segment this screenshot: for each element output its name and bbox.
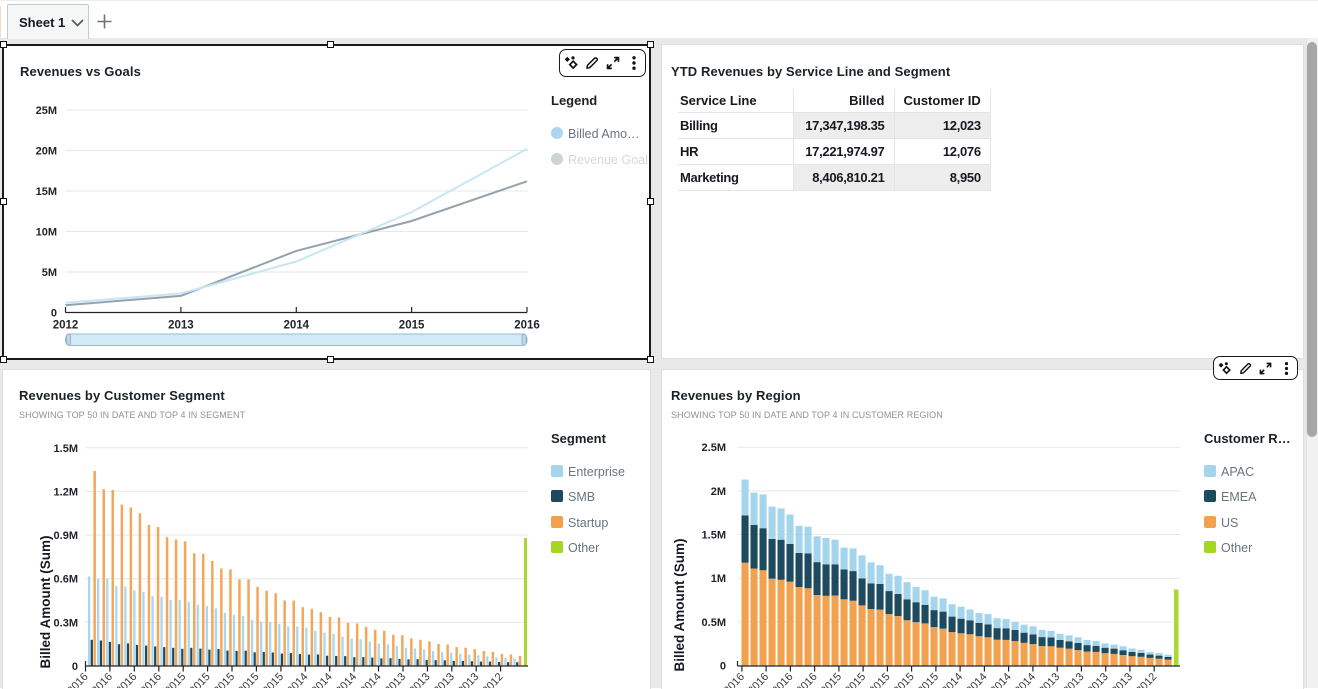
svg-text:0.5M: 0.5M [702,617,726,629]
svg-text:2015: 2015 [819,671,844,688]
svg-text:2016: 2016 [794,671,819,688]
svg-text:1.5M: 1.5M [54,443,78,455]
svg-text:25M: 25M [36,105,57,117]
svg-text:Billed Amount (Sum): Billed Amount (Sum) [672,539,687,672]
svg-text:2016: 2016 [65,671,90,688]
svg-text:0: 0 [51,308,57,320]
svg-text:2014: 2014 [988,671,1013,688]
svg-text:2M: 2M [711,486,726,498]
svg-text:0: 0 [72,661,78,673]
svg-text:10M: 10M [36,227,57,239]
svg-text:2013: 2013 [1085,671,1110,688]
svg-text:1.5M: 1.5M [702,530,726,542]
svg-text:0: 0 [720,661,726,673]
svg-text:2014: 2014 [284,320,310,332]
svg-text:0.3M: 0.3M [54,617,78,629]
svg-text:2016: 2016 [770,671,795,688]
svg-text:2013: 2013 [407,671,432,688]
svg-text:2012: 2012 [480,671,505,688]
svg-text:2014: 2014 [285,671,310,688]
svg-text:2015: 2015 [399,320,425,332]
svg-text:2013: 2013 [168,320,194,332]
svg-text:2013: 2013 [1061,671,1086,688]
svg-text:2015: 2015 [867,671,892,688]
svg-text:1.2M: 1.2M [54,486,78,498]
svg-text:2016: 2016 [722,671,747,688]
svg-text:20M: 20M [36,146,57,158]
svg-text:2014: 2014 [358,671,383,688]
svg-text:2013: 2013 [1110,671,1135,688]
svg-text:2015: 2015 [163,671,188,688]
svg-text:2.5M: 2.5M [702,442,726,454]
svg-text:2013: 2013 [1037,671,1062,688]
svg-text:2013: 2013 [456,671,481,688]
svg-text:15M: 15M [36,186,57,198]
svg-text:2014: 2014 [940,671,965,688]
svg-text:2014: 2014 [1013,671,1038,688]
svg-text:0.6M: 0.6M [54,574,78,586]
svg-text:2015: 2015 [261,671,286,688]
svg-text:2012: 2012 [53,320,79,332]
svg-text:2013: 2013 [432,671,457,688]
svg-text:1M: 1M [711,573,726,585]
svg-text:2016: 2016 [114,671,139,688]
svg-text:2014: 2014 [334,671,359,688]
svg-text:Billed Amount (Sum): Billed Amount (Sum) [38,536,53,669]
svg-text:2014: 2014 [309,671,334,688]
svg-text:2016: 2016 [514,320,540,332]
svg-text:2016: 2016 [139,671,164,688]
svg-text:2014: 2014 [964,671,989,688]
svg-text:2015: 2015 [843,671,868,688]
svg-text:2012: 2012 [1134,671,1159,688]
svg-text:2015: 2015 [187,671,212,688]
svg-text:2015: 2015 [236,671,261,688]
svg-text:2015: 2015 [891,671,916,688]
svg-text:2013: 2013 [383,671,408,688]
svg-text:5M: 5M [42,267,57,279]
svg-text:2016: 2016 [746,671,771,688]
svg-text:2016: 2016 [90,671,115,688]
svg-text:2015: 2015 [916,671,941,688]
svg-text:2015: 2015 [212,671,237,688]
svg-text:0.9M: 0.9M [54,530,78,542]
